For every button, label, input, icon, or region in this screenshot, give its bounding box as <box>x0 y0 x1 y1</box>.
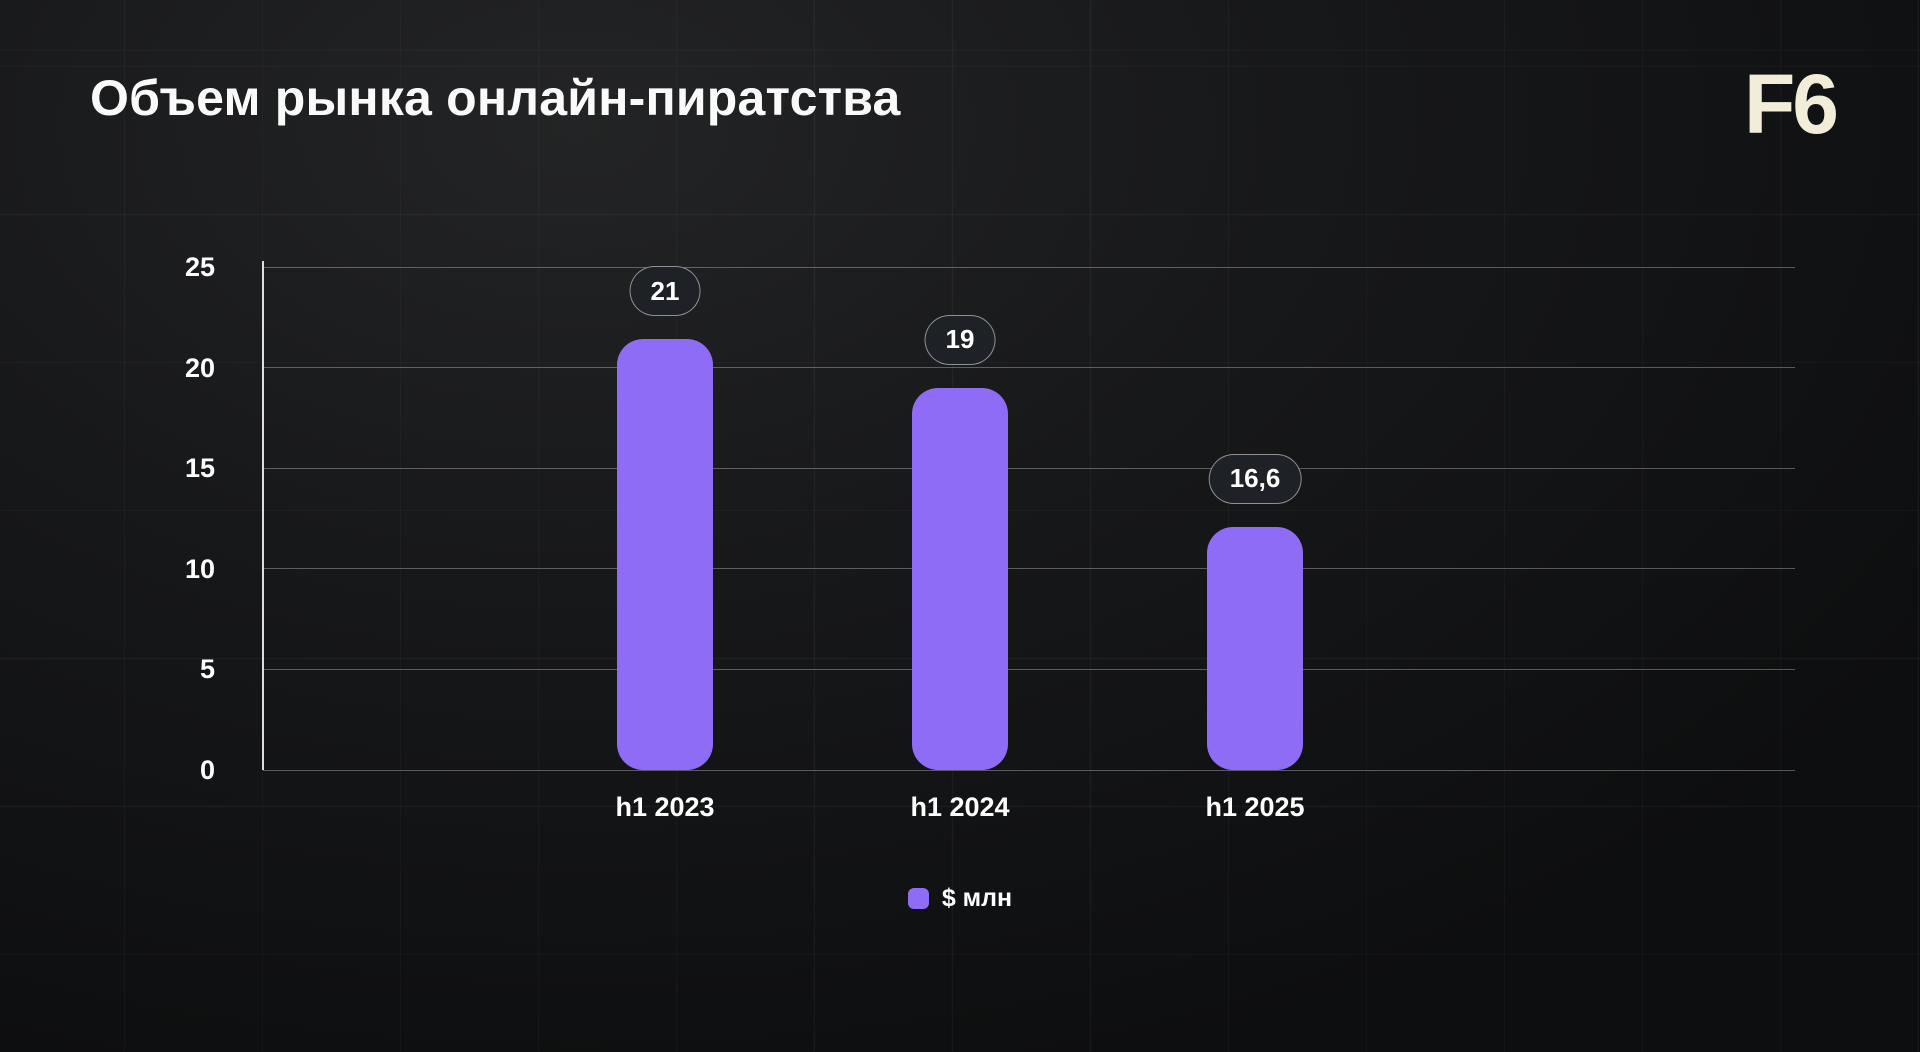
y-axis-line <box>262 261 264 770</box>
bar-h1-2023 <box>617 339 713 770</box>
gridline-15 <box>263 467 1795 469</box>
x-label-h1-2025: h1 2025 <box>1205 792 1305 822</box>
gridline-25 <box>263 266 1795 268</box>
bar-h1-2024 <box>912 387 1008 770</box>
y-tick-10: 10 <box>184 553 215 584</box>
y-tick-20: 20 <box>184 352 215 383</box>
y-tick-5: 5 <box>199 654 215 685</box>
chart-legend: $ млн <box>0 884 1920 913</box>
y-tick-0: 0 <box>199 755 215 785</box>
x-label-h1-2023: h1 2023 <box>615 792 715 822</box>
legend-label: $ млн <box>941 884 1013 912</box>
f6-logo: F6 <box>1743 57 1839 151</box>
x-label-h1-2024: h1 2024 <box>910 792 1010 822</box>
y-tick-25: 25 <box>184 252 215 282</box>
y-tick-15: 15 <box>184 453 215 484</box>
gridline-10 <box>263 568 1795 570</box>
gridline-0 <box>263 769 1795 771</box>
gridline-5 <box>263 668 1795 670</box>
gridline-20 <box>263 367 1795 369</box>
value-badge-h1-2025: 16,6 <box>1208 453 1302 504</box>
chart-title: Объем рынка онлайн-пиратства <box>90 70 901 126</box>
value-badge-h1-2024: 19 <box>924 314 996 365</box>
bar-h1-2025 <box>1207 526 1303 770</box>
value-badge-h1-2023: 21 <box>629 266 701 317</box>
legend-swatch <box>907 888 929 909</box>
